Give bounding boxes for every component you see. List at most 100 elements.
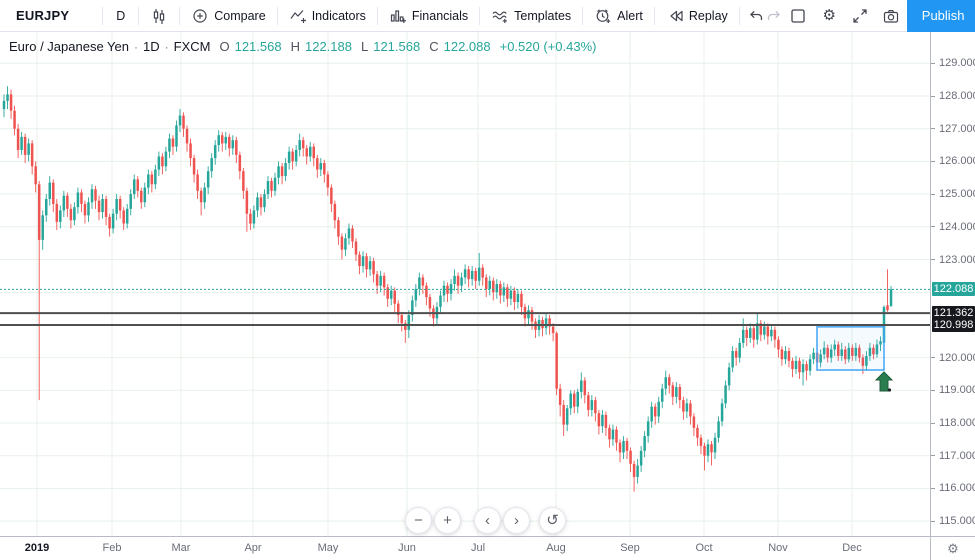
replay-button[interactable]: Replay [662,0,732,32]
candle-body [801,364,805,373]
chart-style-button[interactable] [146,0,172,32]
candle-body [273,177,277,191]
replay-icon [666,7,684,25]
rectangle-annotation[interactable] [816,326,885,371]
candle-body [653,406,657,417]
candle-body [509,290,513,299]
candle-body [456,275,460,286]
candle-body [143,187,147,203]
financials-button[interactable]: Financials [385,0,472,32]
candle-body [175,125,178,147]
publish-button[interactable]: Publish [906,0,975,32]
candle-body [738,342,741,358]
snapshot-button[interactable] [876,0,907,32]
candle-body [551,326,555,334]
candle-body [453,275,456,285]
zoom-in-button[interactable]: + [434,507,461,534]
candle-body [245,190,249,214]
time-tick-label: Nov [768,542,788,554]
fullscreen-button[interactable] [845,0,876,32]
axis-settings-corner[interactable]: ⚙ [930,536,975,560]
symbol-button[interactable]: EURJPY [12,0,95,32]
interval-label: D [116,8,126,23]
redo-button[interactable] [765,0,783,32]
chart-canvas[interactable] [0,32,930,536]
candle-body [140,190,143,203]
legend-low-value: 121.568 [373,39,421,54]
candle-body [400,315,404,324]
compare-plus-icon [191,7,209,25]
undo-button[interactable] [747,0,765,32]
candle-body [506,287,509,299]
settings-button[interactable]: ⚙ [814,0,845,32]
arrow-up-annotation[interactable] [874,371,894,392]
compare-label: Compare [214,8,266,23]
time-tick-label: Dec [842,542,862,554]
layout-button[interactable] [783,0,814,32]
price-axis[interactable]: 129.000 128.000 127.000 126.000 125.000 124.0… [930,32,975,536]
legend-change: +0.520 (+0.43%) [499,39,597,54]
price-tick-label: 125.000 [931,187,975,201]
candle-body [351,228,354,242]
candle-body [231,140,235,149]
legend-close-value: 122.088 [443,39,491,54]
financials-icon [389,7,407,25]
candle-body [242,171,245,191]
top-toolbar: EURJPY D Compare Ind [0,0,975,32]
candle-body [572,393,576,407]
legend-symbol-title[interactable]: Euro / Japanese Yen [9,39,129,54]
candle-body [833,344,836,350]
templates-button[interactable]: Templates [487,0,575,32]
indicators-button[interactable]: Indicators [285,0,370,32]
legend-high-value: 122.188 [304,39,352,54]
candle-body [773,329,777,340]
candle-body [228,136,231,149]
candle-body [763,326,766,335]
scroll-right-button[interactable]: › [503,507,530,534]
candle-body [502,287,506,296]
candle-body [660,388,664,402]
time-axis[interactable]: 2019 Feb Mar Apr May Jun Jul Aug Sep Oct Nov Dec [0,536,930,560]
candle-body [178,115,182,126]
time-tick-label: Jul [470,542,486,554]
scroll-left-button[interactable]: ‹ [474,507,501,534]
reset-chart-button[interactable]: ↺ [539,507,566,534]
alert-button[interactable]: Alert [590,0,647,32]
candle-body [622,440,625,453]
candle-body [604,414,608,428]
candlestick-icon [150,7,168,25]
candle-body [615,429,618,443]
toolbar-right-group: ⚙ Publish [783,0,975,32]
candle-body [530,310,534,322]
candle-body [13,110,16,129]
candle-body [358,254,361,267]
time-tick-label: Aug [546,542,566,554]
candle-body [488,280,492,289]
candle-body [720,403,724,422]
candle-body [305,148,308,157]
candle-body [421,277,425,286]
candle-body [249,213,252,224]
candle-body [30,143,34,167]
candle-body [851,347,854,356]
interval-button[interactable]: D [110,0,131,32]
candle-body [829,349,833,358]
candle-body [393,290,396,304]
candle-body [826,347,829,358]
candle-body [752,328,756,340]
candle-body [411,300,414,316]
legend-interval[interactable]: 1D [143,39,160,54]
candle-body [192,158,196,175]
candle-body [854,347,858,356]
candle-body [741,329,745,343]
legend-high-letter: H [290,39,300,54]
candle-body [794,360,798,370]
candle-body [580,380,583,392]
candle-body [76,192,80,208]
zoom-out-button[interactable]: − [405,507,432,534]
time-tick-label: Mar [171,542,191,554]
compare-button[interactable]: Compare [187,0,269,32]
candle-body [326,174,330,188]
candle-body [316,158,319,170]
candle-body [108,216,111,229]
